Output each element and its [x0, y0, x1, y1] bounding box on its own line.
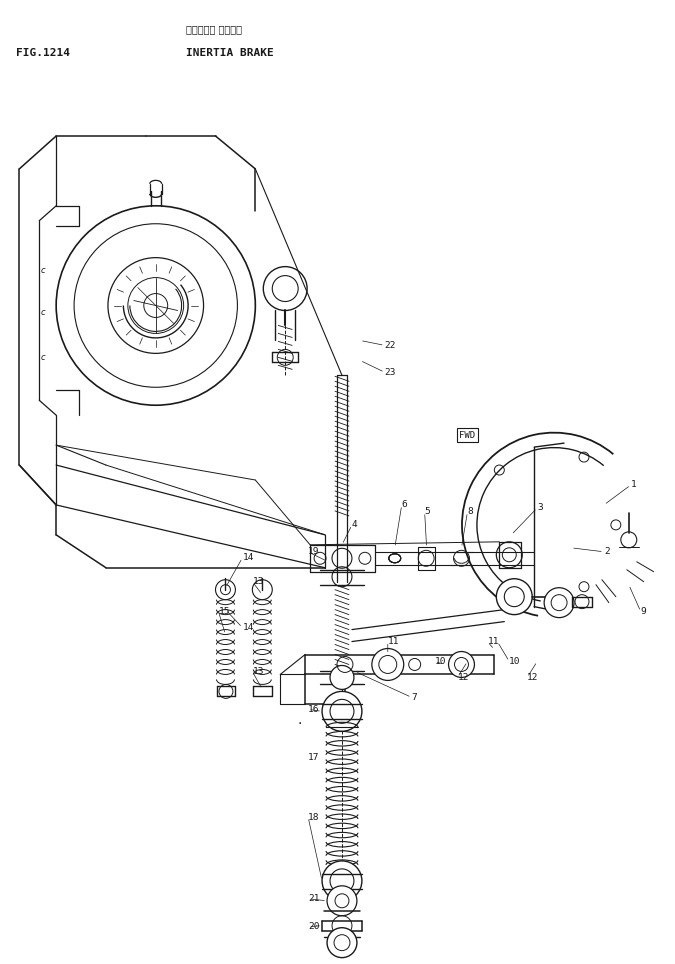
Circle shape: [372, 649, 404, 681]
Text: 23: 23: [385, 368, 396, 377]
Text: 9: 9: [641, 607, 647, 616]
Circle shape: [330, 665, 354, 689]
Text: 13: 13: [252, 667, 264, 676]
Circle shape: [322, 691, 362, 732]
Text: FIG.1214: FIG.1214: [16, 48, 70, 58]
Text: 20: 20: [308, 923, 320, 931]
Circle shape: [544, 588, 574, 618]
Text: 11: 11: [388, 637, 400, 646]
Text: 14: 14: [242, 553, 254, 562]
Text: 10: 10: [510, 657, 521, 666]
Text: 12: 12: [527, 673, 539, 682]
Text: 13: 13: [252, 577, 264, 586]
Text: INERTIA BRAKE: INERTIA BRAKE: [186, 48, 273, 58]
Circle shape: [327, 886, 357, 916]
Text: 17: 17: [308, 753, 320, 762]
Text: 5: 5: [425, 507, 431, 517]
Text: 11: 11: [487, 637, 499, 646]
Circle shape: [252, 579, 272, 600]
Text: 22: 22: [385, 341, 396, 350]
Circle shape: [327, 927, 357, 957]
Text: イナーシャ ブレーキ: イナーシャ ブレーキ: [186, 24, 242, 35]
Circle shape: [215, 579, 236, 600]
Text: 3: 3: [537, 503, 543, 513]
Text: 18: 18: [308, 813, 320, 821]
Text: 4: 4: [352, 521, 358, 529]
Text: .: .: [298, 713, 302, 727]
Text: 7: 7: [412, 693, 417, 702]
Text: 14: 14: [242, 623, 254, 632]
Text: 1: 1: [631, 480, 637, 490]
Text: 15: 15: [219, 607, 230, 616]
Text: c: c: [41, 308, 45, 317]
Text: 2: 2: [604, 548, 610, 556]
Text: 6: 6: [402, 500, 408, 509]
Text: c: c: [41, 354, 45, 362]
Text: 19: 19: [308, 548, 320, 556]
Text: 21: 21: [308, 895, 320, 903]
Text: 10: 10: [435, 657, 446, 666]
Text: 16: 16: [308, 705, 320, 714]
Text: 8: 8: [468, 507, 473, 517]
Circle shape: [496, 578, 532, 615]
Circle shape: [449, 652, 475, 678]
Text: FWD: FWD: [460, 431, 475, 440]
Text: 12: 12: [458, 673, 469, 682]
Circle shape: [322, 861, 362, 900]
Text: c: c: [41, 266, 45, 275]
